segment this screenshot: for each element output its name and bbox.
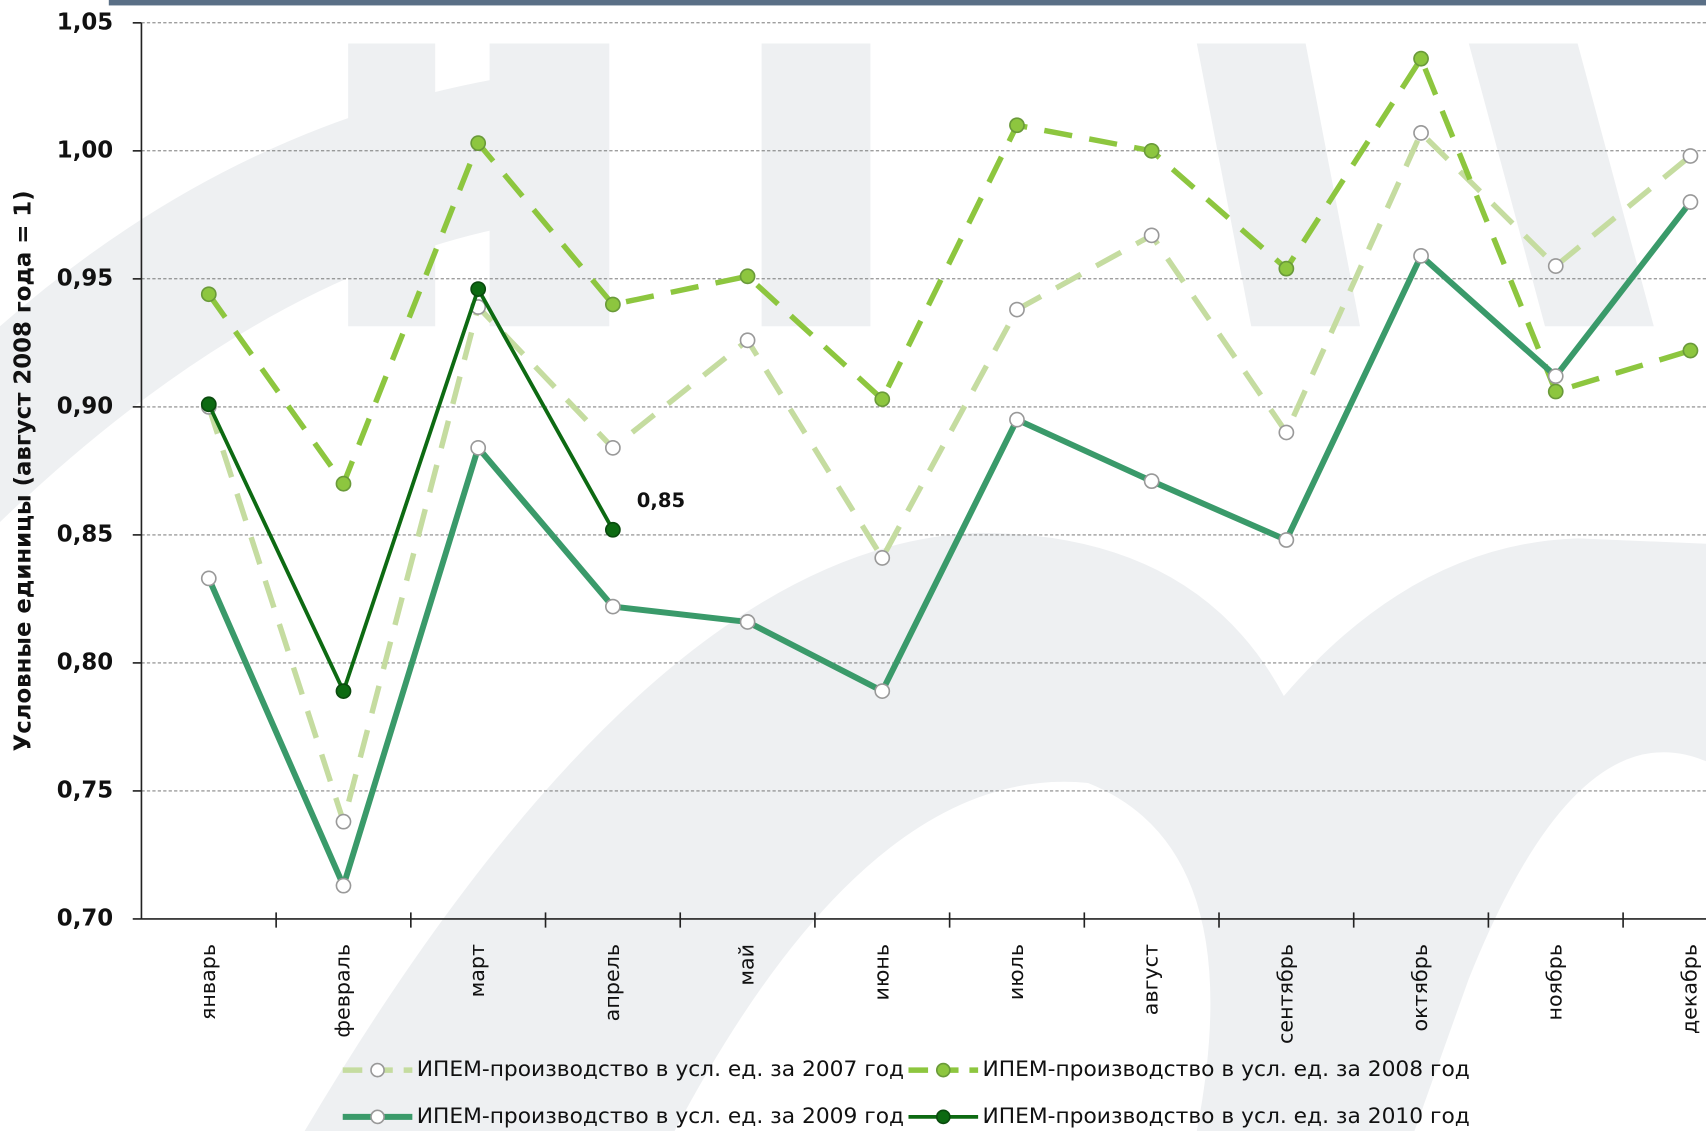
y-tick-label: 0,95 bbox=[57, 265, 113, 291]
y-tick-label: 1,05 bbox=[57, 9, 113, 35]
x-tick-label: май bbox=[735, 944, 759, 986]
y-tick-label: 1,00 bbox=[57, 137, 113, 163]
data-label: 0,85 bbox=[637, 489, 685, 512]
marker bbox=[604, 598, 621, 615]
x-tick-label: апрель bbox=[600, 944, 624, 1021]
marker bbox=[739, 332, 756, 349]
marker bbox=[335, 683, 352, 699]
marker bbox=[874, 391, 891, 408]
series-line bbox=[206, 55, 1692, 487]
x-tick-label: ноябрь bbox=[1543, 944, 1567, 1021]
marker bbox=[1009, 117, 1025, 134]
marker bbox=[604, 439, 621, 456]
marker bbox=[874, 550, 891, 566]
x-tick-label: декабрь bbox=[1677, 944, 1701, 1034]
marker bbox=[1009, 411, 1025, 428]
marker bbox=[1413, 125, 1429, 141]
marker bbox=[1278, 260, 1295, 277]
marker bbox=[1682, 194, 1699, 210]
marker bbox=[200, 396, 217, 413]
marker bbox=[1009, 301, 1025, 318]
marker bbox=[874, 683, 891, 699]
marker bbox=[604, 296, 621, 313]
legend-label: ИПЕМ-производство в усл. ед. за 2008 год bbox=[982, 1057, 1469, 1082]
marker bbox=[1547, 368, 1564, 385]
legend-label: ИПЕМ-производство в усл. ед. за 2010 год bbox=[982, 1104, 1469, 1129]
marker bbox=[335, 813, 352, 830]
legend-label: ИПЕМ-производство в усл. ед. за 2009 год bbox=[417, 1104, 904, 1129]
x-tick-label: сентябрь bbox=[1273, 944, 1297, 1044]
y-axis-title: Условные единицы (август 2008 года = 1) bbox=[10, 190, 36, 751]
marker bbox=[200, 570, 217, 587]
marker bbox=[200, 286, 217, 303]
x-tick-label: август bbox=[1139, 944, 1163, 1015]
x-tick-label: январь bbox=[196, 944, 220, 1020]
marker bbox=[1682, 342, 1699, 359]
marker bbox=[1547, 258, 1564, 274]
marker bbox=[935, 1109, 951, 1125]
legend-label: ИПЕМ-производство в усл. ед. за 2007 год bbox=[417, 1057, 904, 1082]
marker bbox=[1682, 148, 1699, 164]
y-tick-label: 0,70 bbox=[57, 905, 113, 931]
marker bbox=[1413, 247, 1429, 264]
marker bbox=[470, 135, 487, 152]
marker bbox=[739, 614, 756, 630]
marker bbox=[335, 475, 352, 492]
y-tick-label: 0,85 bbox=[57, 521, 113, 547]
marker bbox=[1547, 383, 1564, 400]
marker bbox=[335, 877, 352, 894]
marker bbox=[370, 1109, 385, 1125]
x-tick-label: октябрь bbox=[1408, 944, 1432, 1032]
series-line bbox=[207, 287, 615, 693]
marker bbox=[1143, 227, 1160, 244]
x-tick-label: июнь bbox=[869, 944, 893, 1000]
marker bbox=[1278, 532, 1295, 548]
marker bbox=[739, 268, 756, 285]
y-tick-label: 0,80 bbox=[57, 649, 113, 675]
x-tick-label: февраль bbox=[330, 944, 354, 1038]
y-tick-label: 0,75 bbox=[57, 777, 113, 803]
series-line bbox=[206, 200, 1693, 889]
marker bbox=[1143, 473, 1160, 490]
marker bbox=[370, 1062, 385, 1078]
marker bbox=[604, 521, 621, 538]
marker bbox=[935, 1062, 951, 1078]
marker bbox=[1413, 50, 1429, 67]
y-tick-label: 0,90 bbox=[57, 393, 113, 419]
x-tick-label: март bbox=[465, 944, 489, 997]
marker bbox=[1143, 142, 1160, 159]
series-line bbox=[206, 130, 1693, 825]
x-tick-label: июль bbox=[1004, 944, 1028, 1000]
marker bbox=[470, 281, 487, 297]
marker bbox=[470, 439, 487, 456]
marker bbox=[1278, 424, 1295, 441]
